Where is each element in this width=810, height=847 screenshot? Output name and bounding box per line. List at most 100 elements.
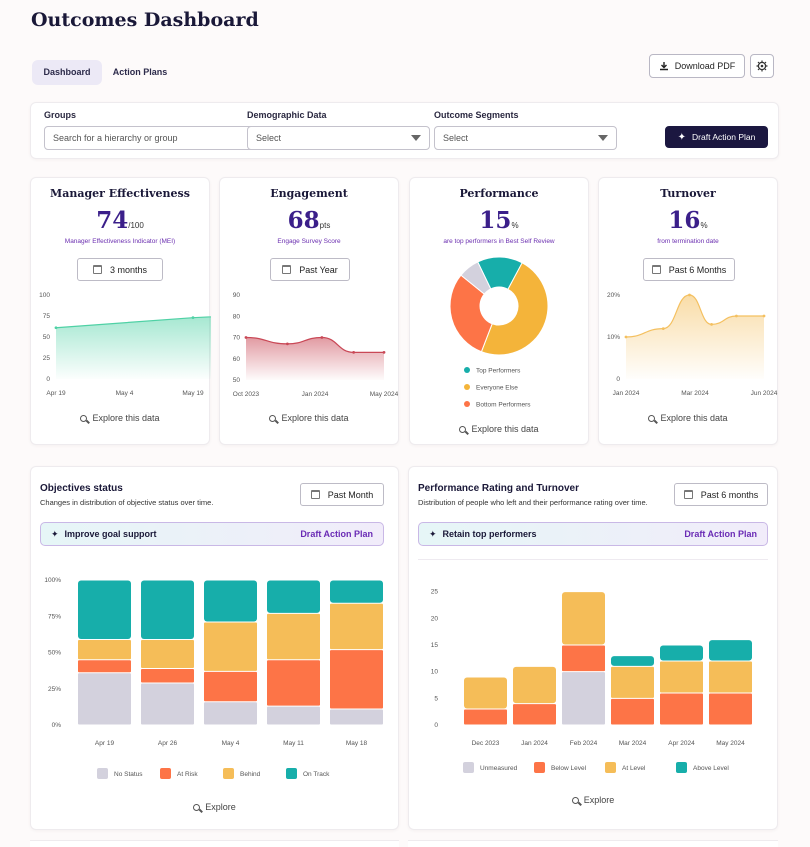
area-fill — [626, 295, 764, 379]
x-tick-label: Jan 2024 — [613, 390, 640, 397]
demographic-select-value: Select — [256, 133, 282, 143]
bar-segment — [330, 580, 383, 603]
date-range-label: Past 6 months — [700, 489, 759, 500]
bar-segment — [204, 671, 257, 702]
data-point — [54, 326, 58, 330]
bar-segment — [141, 668, 194, 683]
tab-dashboard[interactable]: Dashboard — [32, 60, 102, 85]
data-point — [244, 336, 248, 339]
bar-segment — [513, 704, 556, 725]
kpi-title: Engagement — [270, 187, 348, 200]
y-tick-label: 60 — [233, 356, 241, 363]
explore-link[interactable]: Explore this data — [410, 424, 588, 434]
groups-select[interactable]: Search for a hierarchy or group — [44, 126, 269, 150]
y-tick-label: 75 — [43, 313, 51, 320]
date-range-button[interactable]: 3 months — [77, 258, 163, 281]
bar-segment — [330, 603, 383, 650]
y-tick-label: 20% — [607, 292, 620, 299]
legend-label: Behind — [240, 771, 261, 778]
bar-segment — [78, 673, 131, 725]
y-tick-label: 70 — [233, 335, 241, 342]
draft-action-plan-link[interactable]: Draft Action Plan — [684, 529, 757, 539]
bar-segment — [204, 622, 257, 671]
series-line — [625, 294, 764, 338]
date-range-button[interactable]: Past Year — [270, 258, 350, 281]
bar-segment — [267, 580, 320, 613]
kpi-card-manager-effectiveness: Manager Effectiveness 74/100 Manager Eff… — [30, 177, 211, 445]
search-icon — [193, 803, 201, 811]
y-tick-label: 25% — [48, 686, 61, 693]
download-pdf-button[interactable]: Download PDF — [649, 54, 745, 78]
search-icon — [648, 414, 656, 422]
kpi-card-performance: Performance 15% are top performers in Be… — [409, 177, 589, 445]
kpi-number: 15 — [479, 207, 512, 234]
bar-segment — [513, 666, 556, 704]
calendar-icon — [683, 490, 693, 499]
demographic-select[interactable]: Select — [247, 126, 430, 150]
date-range-button[interactable]: Past Month — [300, 483, 384, 506]
kpi-subtitle: Engage Survey Score — [277, 238, 341, 245]
chevron-down-icon — [411, 135, 421, 141]
mei-area-chart: 100 75 50 25 0 Apr 19 May 4 May 19 — [39, 292, 211, 397]
explore-link[interactable]: Explore — [31, 802, 398, 812]
date-range-label: Past 6 Months — [668, 264, 727, 275]
y-tick-label: 50 — [43, 334, 51, 341]
x-tick-label: Apr 2024 — [668, 740, 695, 747]
data-point — [688, 293, 691, 297]
legend-swatch — [464, 367, 470, 373]
filter-bar: Groups Search for a hierarchy or group D… — [30, 102, 779, 159]
explore-link[interactable]: Explore this data — [31, 413, 209, 423]
data-point — [320, 336, 324, 339]
explore-link[interactable]: Explore this data — [220, 413, 398, 423]
bar-segment — [611, 656, 654, 666]
section-subtitle: Distribution of people who left and thei… — [418, 498, 648, 507]
date-range-button[interactable]: Past 6 months — [674, 483, 768, 506]
bar-segment — [141, 639, 194, 668]
kpi-value: 16% — [599, 207, 777, 234]
legend-swatch — [286, 768, 297, 779]
chevron-down-icon — [598, 135, 608, 141]
calendar-icon — [651, 265, 661, 274]
kpi-value: 15% — [410, 207, 588, 234]
kpi-subtitle: are top performers in Best Self Review — [443, 238, 555, 245]
x-tick-label: May 4 — [116, 390, 134, 397]
bar-segment — [141, 580, 194, 639]
legend-swatch — [97, 768, 108, 779]
settings-button[interactable] — [750, 54, 774, 78]
calendar-icon — [282, 265, 292, 274]
calendar-icon — [92, 265, 102, 274]
tab-action-plans[interactable]: Action Plans — [112, 67, 168, 77]
turnover-area-chart: 20% 10% 0 Jan 2024 Mar 2024 Jun 2024 — [607, 292, 778, 397]
kpi-number: 16 — [668, 207, 701, 234]
kpi-number: 74 — [96, 207, 129, 234]
legend-label: At Level — [622, 765, 646, 772]
segments-label: Outcome Segments — [434, 110, 519, 120]
explore-label: Explore this data — [92, 413, 160, 423]
x-tick-label: Jun 2024 — [751, 390, 778, 397]
objectives-stacked-bar-chart: 100% 75% 50% 25% 0% Apr 19 Apr 26 May 4 May 11 Ma… — [44, 577, 383, 779]
bar-segment — [562, 645, 605, 672]
kpi-title: Performance — [459, 187, 539, 200]
legend-label: Below Level — [551, 765, 587, 772]
bar-segment — [562, 592, 605, 645]
y-tick-label: 50% — [48, 650, 61, 657]
x-tick-label: Dec 2023 — [472, 740, 500, 747]
x-tick-label: Apr 19 — [95, 740, 115, 747]
legend-swatch — [464, 401, 470, 407]
kpi-card-engagement: Engagement 68pts Engage Survey Score Pas… — [219, 177, 399, 445]
performance-donut-chart: Top Performers Everyone Else Bottom Perfor… — [449, 256, 549, 409]
data-point — [382, 350, 386, 354]
date-range-button[interactable]: Past 6 Months — [643, 258, 735, 281]
data-point — [286, 342, 289, 346]
page-title: Outcomes Dashboard — [31, 9, 259, 31]
explore-link[interactable]: Explore this data — [599, 413, 777, 423]
explore-label: Explore — [205, 802, 236, 812]
bar-segment — [709, 640, 752, 661]
explore-link[interactable]: Explore — [409, 795, 777, 805]
segments-select[interactable]: Select — [434, 126, 617, 150]
draft-action-plan-link[interactable]: Draft Action Plan — [300, 529, 373, 539]
x-tick-label: May 11 — [283, 740, 304, 747]
segments-select-value: Select — [443, 133, 469, 143]
bar-segment — [78, 639, 131, 660]
draft-action-plan-button[interactable]: ✦ Draft Action Plan — [665, 126, 768, 148]
